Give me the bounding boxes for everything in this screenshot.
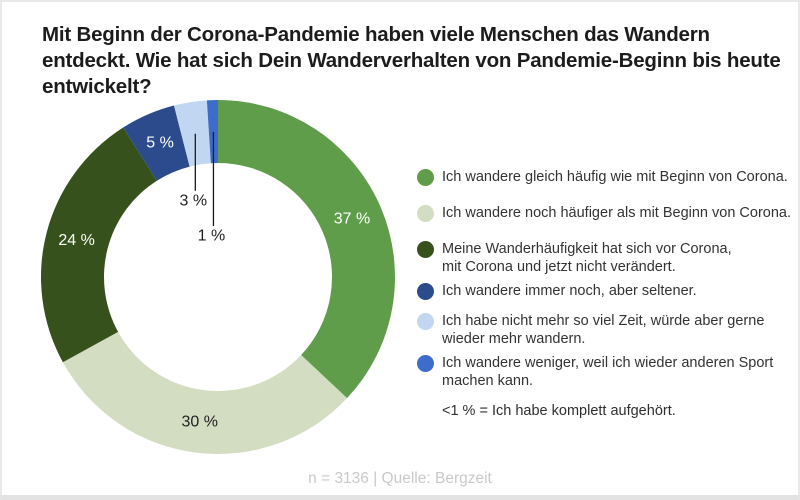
legend-label-line: mit Corona und jetzt nicht verändert. — [442, 259, 676, 275]
legend-label-line: Ich habe nicht mehr so viel Zeit, würde … — [442, 313, 765, 329]
slice-percentage-label: 5 % — [146, 135, 174, 152]
legend-color-dot-icon — [417, 168, 434, 186]
legend-label-line: Ich wandere noch häufiger als mit Beginn… — [442, 205, 792, 221]
page-title: Mit Beginn der Corona-Pandemie haben vie… — [42, 22, 781, 100]
donut-slice — [41, 127, 157, 363]
legend-label: Ich wandere noch häufiger als mit Beginn… — [442, 204, 791, 222]
legend-label: Ich habe nicht mehr so viel Zeit, würde … — [442, 312, 764, 348]
slice-percentage-label: 24 % — [58, 232, 94, 249]
donut-slice — [62, 331, 348, 454]
donut-slice — [218, 100, 395, 399]
donut-slice — [206, 100, 218, 164]
legend-label-line: Ich wandere immer noch, aber seltener. — [442, 283, 697, 299]
legend-item: Ich wandere weniger, weil ich wieder and… — [417, 354, 787, 390]
legend-label: Meine Wanderhäufigkeit hat sich vor Coro… — [442, 240, 732, 276]
chart-footnote: <1 % = Ich habe komplett aufgehört. — [442, 403, 676, 419]
slice-percentage-label: 3 % — [180, 192, 208, 209]
legend-label: Ich wandere weniger, weil ich wieder and… — [442, 354, 773, 390]
legend-label-line: Ich wandere weniger, weil ich wieder and… — [442, 355, 774, 371]
chart-legend: Ich wandere gleich häufig wie mit Beginn… — [417, 168, 791, 420]
legend-label-line: wieder mehr wandern. — [442, 331, 586, 347]
legend-color-dot-icon — [417, 312, 434, 330]
slice-percentage-label: 1 % — [198, 228, 226, 245]
sample-source-label: n = 3136 | Quelle: Bergzeit — [308, 470, 492, 487]
title-line-3: entwickelt? — [42, 75, 152, 98]
legend-color-dot-icon — [417, 204, 434, 222]
legend-item: Ich wandere immer noch, aber seltener. — [417, 282, 787, 300]
donut-slice — [123, 105, 190, 181]
title-line-1: Mit Beginn der Corona-Pandemie haben vie… — [42, 23, 710, 46]
legend-color-dot-icon — [417, 354, 434, 372]
legend-item: Ich wandere gleich häufig wie mit Beginn… — [417, 168, 788, 186]
legend-label-line: machen kann. — [442, 373, 534, 389]
legend-items: Ich wandere gleich häufig wie mit Beginn… — [417, 168, 791, 390]
slice-percentage-label: 30 % — [181, 413, 217, 430]
legend-item: Meine Wanderhäufigkeit hat sich vor Coro… — [417, 240, 787, 276]
legend-label-line: Ich wandere gleich häufig wie mit Beginn… — [442, 169, 788, 185]
legend-label: Ich wandere gleich häufig wie mit Beginn… — [442, 168, 788, 186]
legend-label: Ich wandere immer noch, aber seltener. — [442, 282, 697, 300]
legend-color-dot-icon — [417, 282, 434, 300]
donut-slice — [173, 100, 211, 167]
legend-item: Ich wandere noch häufiger als mit Beginn… — [417, 204, 791, 222]
legend-color-dot-icon — [417, 240, 434, 258]
title-line-2: entdeckt. Wie hat sich Dein Wanderverhal… — [42, 49, 781, 72]
donut-chart: 37 % 30 % 24 % 5 % 3 % 1 % — [41, 100, 395, 454]
slice-percentage-label: 37 % — [334, 211, 370, 228]
legend-label-line: Meine Wanderhäufigkeit hat sich vor Coro… — [442, 241, 732, 257]
legend-item: Ich habe nicht mehr so viel Zeit, würde … — [417, 312, 787, 348]
